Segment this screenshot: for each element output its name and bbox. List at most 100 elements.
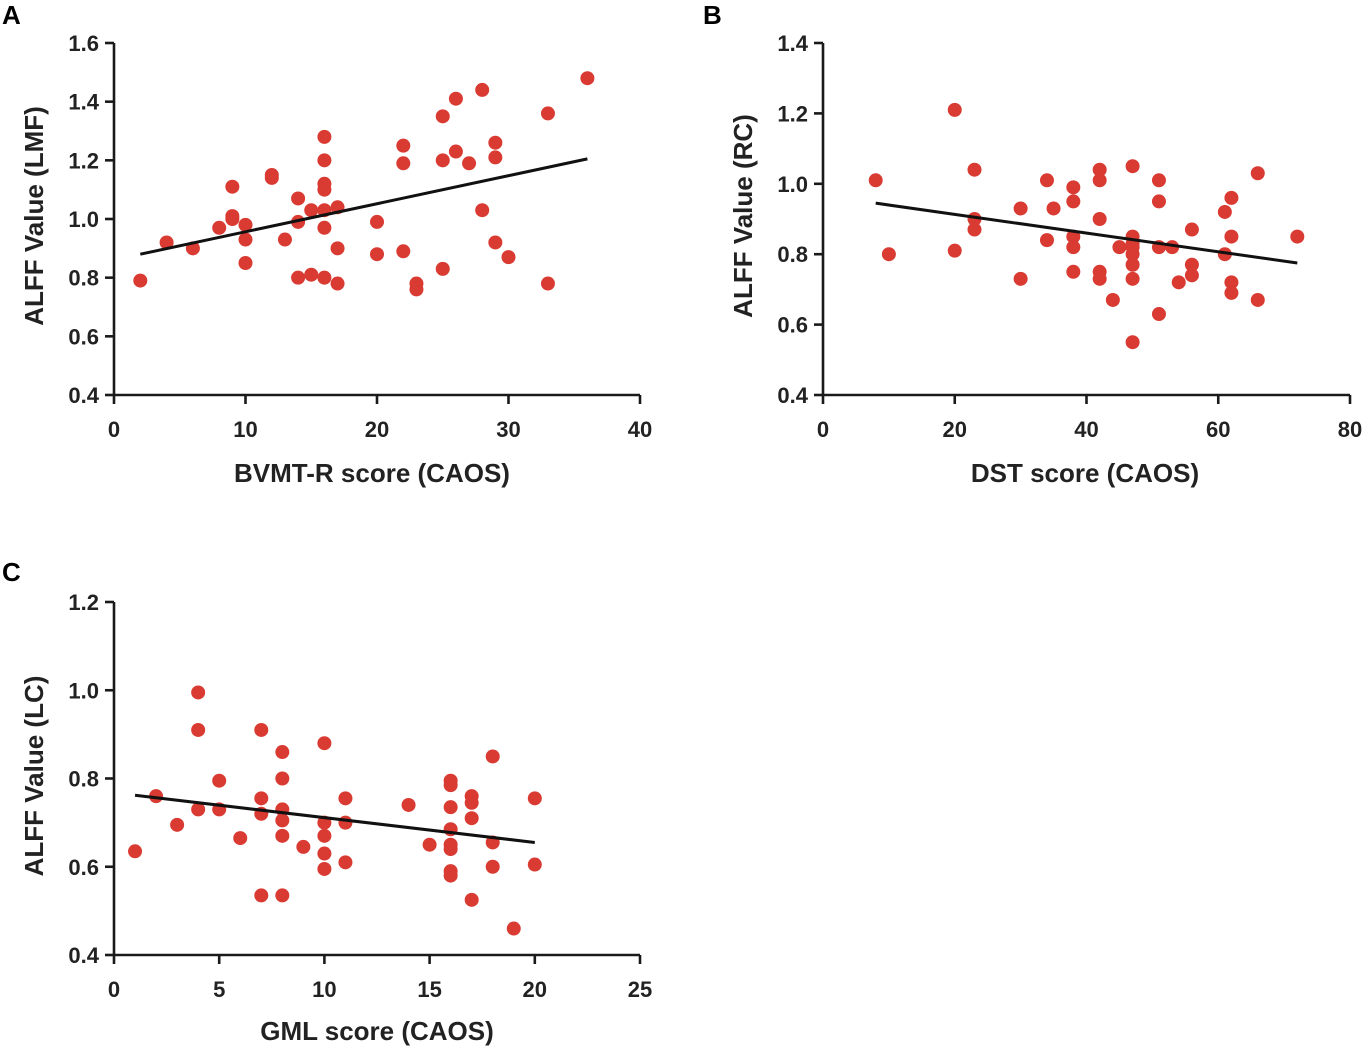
data-point-a — [212, 220, 227, 235]
x-axis-title-c: GML score (CAOS) — [260, 1016, 494, 1046]
y-tick-label-c: 1.2 — [68, 590, 99, 615]
data-point-c — [338, 791, 353, 806]
data-point-a — [370, 247, 384, 262]
data-point-a — [291, 270, 306, 285]
data-point-c — [275, 828, 290, 843]
y-tick-label-c: 1.0 — [68, 678, 99, 703]
data-point-a — [291, 191, 306, 206]
data-point-b — [1224, 229, 1239, 244]
data-point-c — [317, 736, 332, 751]
data-point-b — [1092, 162, 1107, 177]
data-point-b — [1112, 240, 1127, 255]
panel-label-c: C — [2, 557, 21, 587]
x-tick-label-b: 20 — [943, 417, 967, 442]
y-tick-label-a: 1.2 — [68, 148, 99, 173]
data-point-c — [317, 828, 332, 843]
x-tick-label-c: 0 — [108, 977, 120, 1002]
data-point-a — [225, 209, 240, 224]
x-tick-label-a: 0 — [108, 417, 120, 442]
y-axis-title-b: ALFF Value (RC) — [728, 114, 758, 318]
data-point-a — [501, 250, 516, 265]
data-point-a — [304, 267, 319, 282]
panel-label-a: A — [2, 0, 21, 30]
data-point-c — [191, 802, 206, 817]
regression-line-a — [139, 157, 588, 256]
data-point-c — [464, 811, 479, 826]
data-point-b — [1224, 285, 1239, 300]
data-point-a — [435, 261, 450, 276]
data-point-c — [464, 892, 479, 907]
data-point-a — [238, 256, 253, 270]
y-tick-label-c: 0.6 — [68, 855, 99, 880]
data-point-b — [1046, 201, 1061, 216]
data-point-a — [488, 150, 503, 165]
data-point-c — [170, 817, 185, 832]
data-point-a — [238, 217, 253, 232]
x-tick-label-a: 40 — [628, 417, 652, 442]
data-point-a — [317, 270, 332, 285]
y-tick-label-a: 1.0 — [68, 207, 99, 232]
data-point-c — [275, 771, 290, 786]
data-point-b — [947, 243, 962, 258]
data-point-c — [443, 842, 458, 857]
data-point-c — [233, 831, 248, 846]
data-point-a — [475, 82, 490, 97]
data-point-b — [1105, 292, 1120, 307]
data-point-c — [506, 921, 521, 936]
data-point-a — [448, 91, 463, 106]
x-tick-label-b: 80 — [1338, 417, 1362, 442]
y-tick-label-b: 1.4 — [777, 31, 808, 56]
data-point-a — [238, 232, 253, 247]
x-axis-title-a: BVMT-R score (CAOS) — [234, 458, 510, 488]
x-axis-title-b: DST score (CAOS) — [971, 458, 1199, 488]
y-tick-label-b: 0.6 — [777, 313, 808, 338]
data-point-a — [475, 203, 490, 218]
data-point-b — [1224, 275, 1239, 290]
y-tick-label-a: 0.4 — [68, 383, 99, 408]
data-point-b — [1039, 173, 1054, 188]
data-point-a — [409, 282, 424, 297]
scatter-panel-c: C GML score (CAOS) ALFF Value (LC) 0.4 0.… — [2, 557, 652, 1046]
y-tick-label-a: 1.6 — [68, 31, 99, 56]
y-tick-label-b: 0.8 — [777, 242, 808, 267]
y-tick-label-b: 0.4 — [777, 383, 808, 408]
data-point-a — [264, 168, 279, 182]
data-point-b — [1151, 307, 1166, 322]
data-point-a — [448, 144, 463, 159]
data-point-b — [1250, 166, 1265, 181]
data-point-a — [488, 135, 503, 150]
data-point-b — [967, 162, 982, 177]
data-point-b — [1184, 222, 1199, 237]
data-point-b — [1184, 257, 1199, 272]
y-tick-label-a: 0.6 — [68, 324, 99, 349]
y-tick-label-c: 0.4 — [68, 943, 99, 968]
y-tick-label-b: 1.0 — [777, 172, 808, 197]
data-point-b — [1184, 268, 1199, 283]
data-point-a — [396, 138, 411, 153]
data-point-b — [947, 102, 962, 117]
data-point-a — [330, 241, 345, 256]
data-point-b — [1151, 194, 1166, 209]
regression-line-c — [134, 793, 535, 844]
data-point-c — [275, 888, 290, 903]
data-point-a — [304, 203, 319, 218]
data-point-a — [133, 273, 148, 288]
x-tick-label-b: 0 — [817, 417, 829, 442]
data-point-c — [527, 857, 542, 872]
data-point-a — [370, 214, 384, 229]
data-point-c — [128, 844, 143, 859]
data-point-b — [1066, 180, 1081, 195]
data-point-c — [191, 722, 206, 737]
x-tick-label-c: 25 — [628, 977, 652, 1002]
x-tick-label-a: 10 — [233, 417, 257, 442]
data-point-c — [317, 846, 332, 861]
data-point-a — [540, 276, 555, 291]
data-point-a — [317, 153, 332, 168]
data-point-c — [296, 839, 311, 854]
data-point-b — [1125, 335, 1140, 350]
data-point-b — [868, 173, 883, 188]
data-point-b — [1217, 204, 1232, 219]
x-tick-label-a: 20 — [365, 417, 389, 442]
data-point-a — [317, 129, 332, 144]
data-point-b — [1013, 271, 1028, 286]
